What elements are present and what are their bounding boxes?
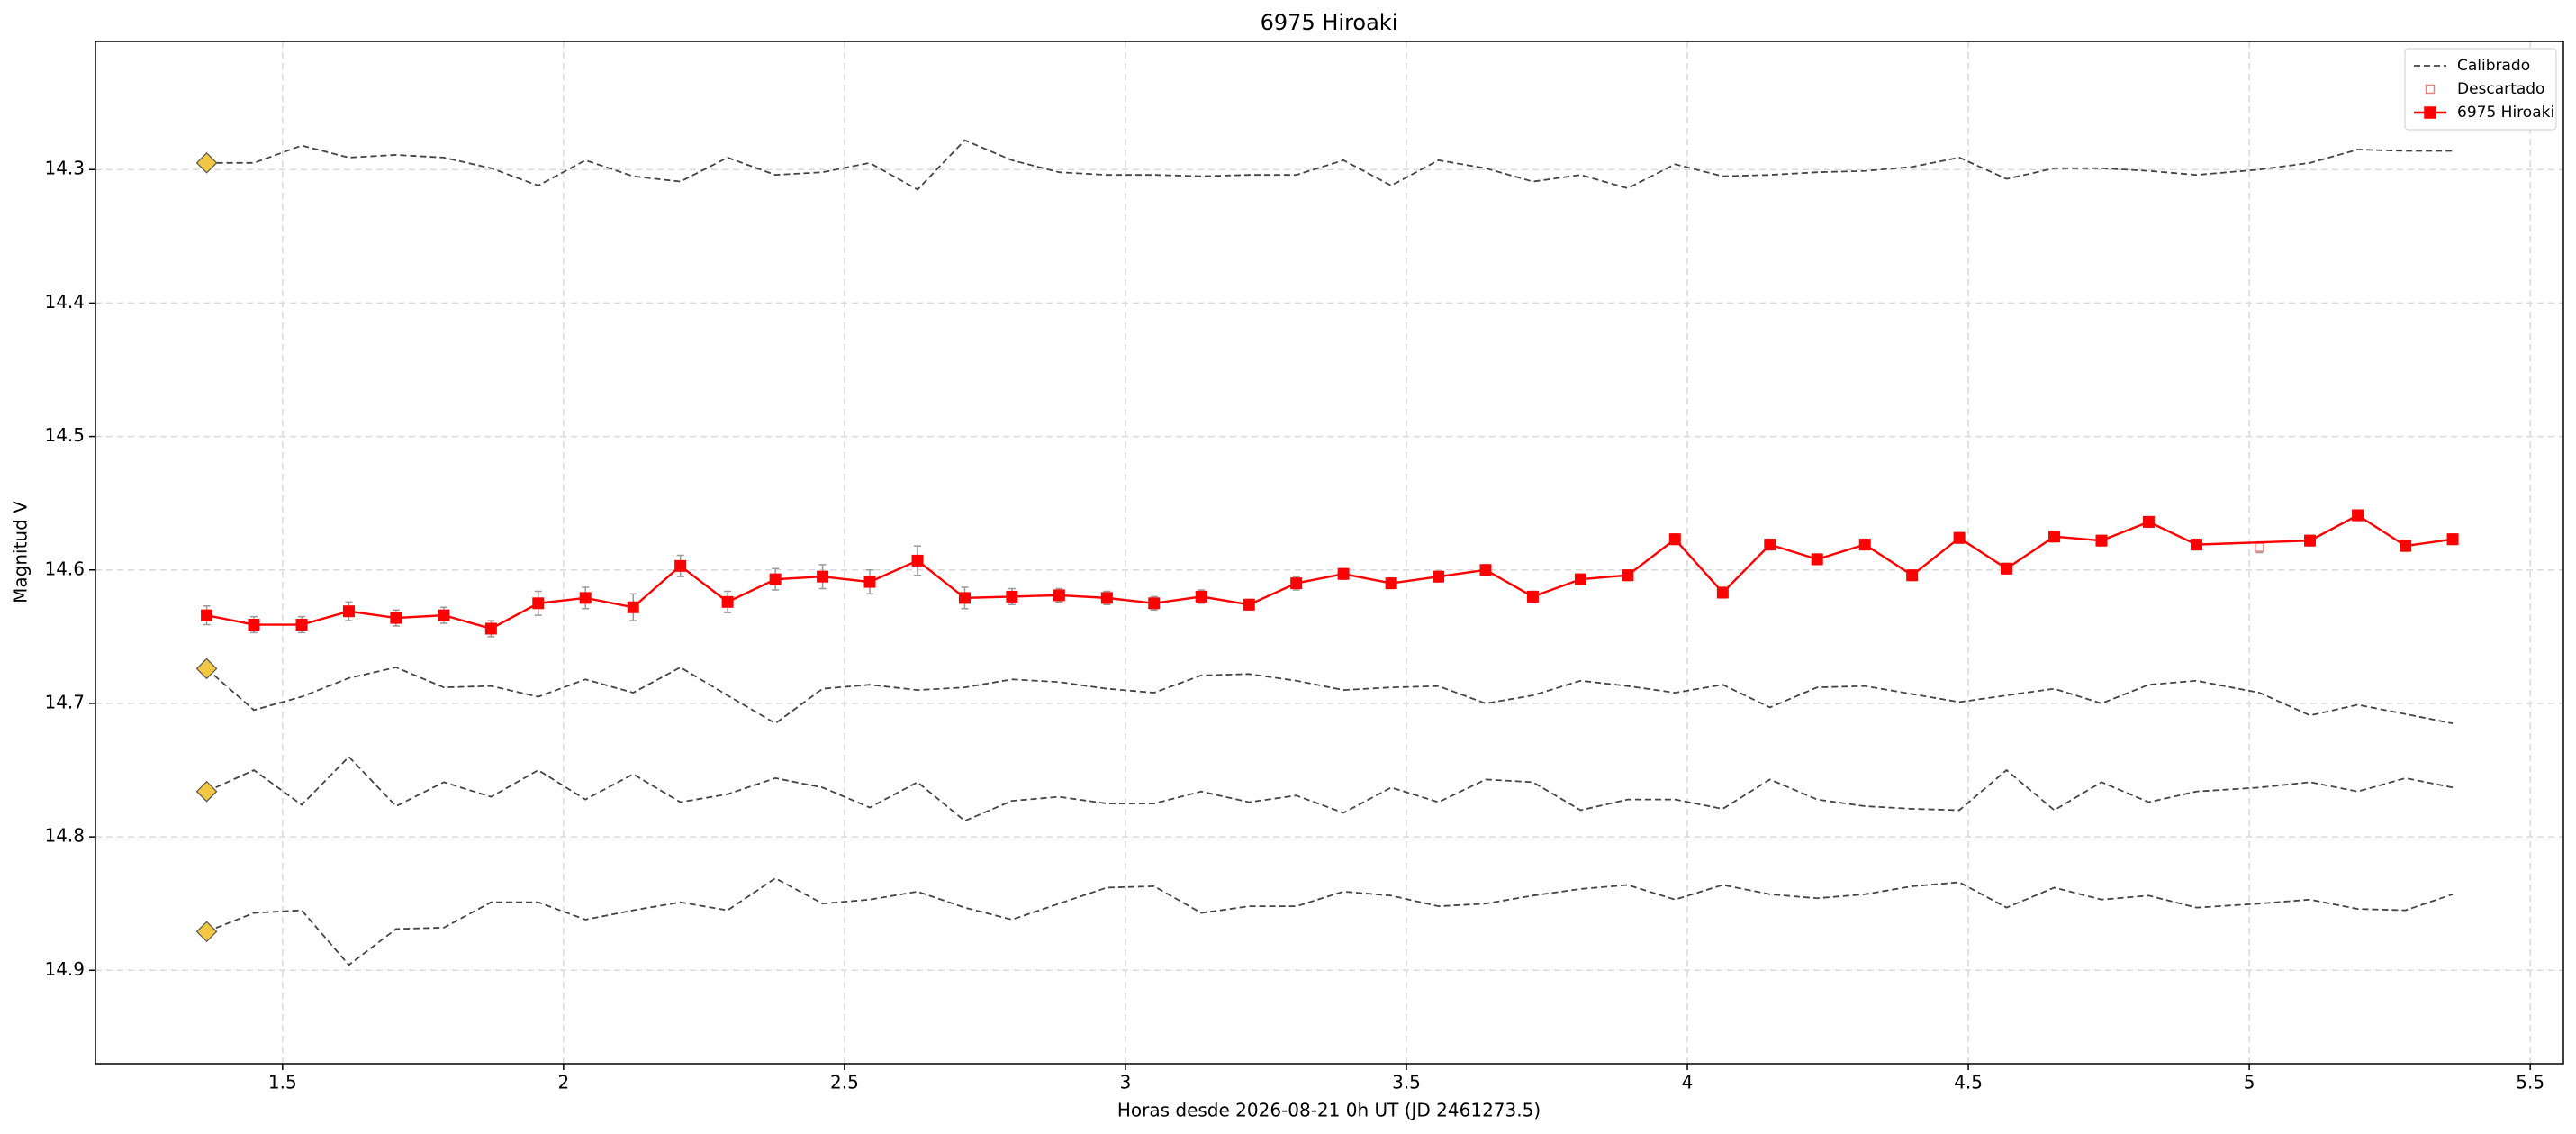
point (1385, 577, 1397, 590)
point (863, 576, 876, 588)
series (195, 139, 2454, 191)
point (1100, 592, 1113, 604)
x-tick-label: 5.5 (2516, 1072, 2544, 1093)
series (195, 876, 2454, 966)
x-tick-label: 5 (2244, 1072, 2255, 1093)
legend-label: Descartado (2457, 80, 2544, 98)
series-line (205, 666, 2454, 725)
point (2048, 531, 2061, 543)
point (674, 559, 687, 572)
point (2446, 533, 2459, 546)
x-axis-label: Horas desde 2026-08-21 0h UT (JD 2461273… (1117, 1100, 1541, 1121)
x-tick-label: 1.5 (268, 1072, 297, 1093)
point (769, 573, 782, 585)
legend-label: Calibrado (2457, 57, 2530, 75)
series-line (206, 755, 2454, 822)
point (1479, 564, 1492, 576)
point (2095, 534, 2108, 547)
start-marker (195, 658, 218, 680)
point (2400, 540, 2412, 552)
x-tick-label: 2.5 (830, 1072, 859, 1093)
point (390, 612, 402, 624)
point (295, 619, 308, 631)
series (195, 755, 2454, 822)
point (1574, 573, 1586, 585)
point (2352, 509, 2364, 522)
point (817, 570, 829, 583)
y-tick-label: 14.3 (44, 158, 85, 179)
x-tick-label: 4.5 (1954, 1072, 1983, 1093)
point (1243, 598, 1255, 611)
point (484, 622, 497, 635)
y-tick-label: 14.7 (44, 691, 85, 712)
start-marker (195, 921, 218, 943)
plot-frame (95, 41, 2564, 1065)
point (1764, 539, 1776, 551)
point (342, 605, 355, 618)
y-axis-label: Magnitud V (10, 501, 32, 603)
point (958, 592, 971, 604)
legend: Calibrado Descartado 6975 Hiroaki (2404, 48, 2557, 131)
series-line (206, 139, 2454, 191)
point (1290, 577, 1303, 590)
point (1053, 589, 1065, 602)
point (1148, 597, 1161, 610)
point (1622, 569, 1634, 582)
x-tick-label: 4 (1682, 1072, 1694, 1093)
point (627, 601, 639, 613)
x-tick-label: 2 (557, 1072, 569, 1093)
point (2001, 562, 2013, 575)
point (1716, 586, 1729, 599)
point (201, 609, 213, 621)
point (2255, 542, 2264, 552)
legend-box (2404, 48, 2557, 131)
legend-marker (2424, 106, 2436, 119)
start-marker (195, 151, 218, 174)
point (1906, 569, 1919, 582)
legend-label: 6975 Hiroaki (2457, 104, 2554, 122)
x-tick-label: 3.5 (1392, 1072, 1421, 1093)
point (1195, 590, 1207, 603)
start-marker (195, 780, 218, 803)
point (2142, 515, 2155, 528)
point (1433, 570, 1445, 583)
point (1858, 539, 1871, 551)
x-tick-label: 3 (1120, 1072, 1132, 1093)
point (1811, 553, 1823, 566)
point (1953, 531, 1966, 544)
point (532, 597, 545, 610)
series-line (206, 513, 2454, 631)
y-tick-label: 14.4 (44, 291, 85, 313)
point (2304, 534, 2317, 547)
point (579, 592, 592, 604)
series (201, 509, 2459, 638)
legend-marker (2425, 84, 2436, 95)
point (1526, 590, 1539, 603)
chart-title: 6975 Hiroaki (1261, 10, 1398, 35)
series-line (206, 876, 2454, 966)
point (721, 595, 734, 608)
point (1006, 590, 1018, 603)
point (2190, 539, 2202, 551)
y-tick-label: 14.6 (44, 558, 85, 579)
y-tick-label: 14.5 (44, 424, 85, 446)
point (438, 609, 450, 621)
point (1668, 533, 1681, 546)
point (911, 554, 924, 567)
point (248, 619, 260, 631)
series (195, 658, 2454, 725)
y-tick-label: 14.9 (44, 958, 85, 980)
y-tick-label: 14.8 (44, 825, 85, 847)
point (1337, 567, 1350, 580)
